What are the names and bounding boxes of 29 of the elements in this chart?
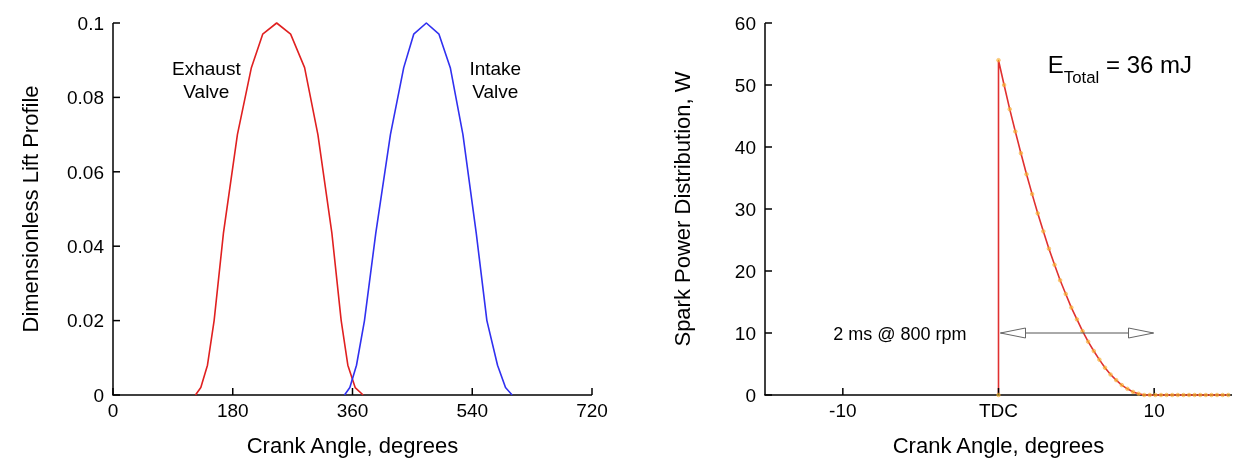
y-tick-label: 0.08 [67,87,104,109]
y-tick-label: 0.02 [67,310,104,332]
y-tick-label: 0 [93,384,104,406]
y-tick-label: 0.04 [67,235,105,257]
y-axis-title: Spark Power Distribution, W [669,71,695,347]
y-tick-label: 0 [745,384,756,406]
x-tick-label: 180 [216,400,249,422]
y-tick-label: 0.1 [77,12,104,34]
y-axis-title: Dimensionless Lift Profile [17,85,43,333]
y-tick-label: 60 [734,12,756,34]
x-tick-label: 0 [107,400,119,422]
x-tick-label: 540 [456,400,489,422]
y-tick-label: 30 [734,198,756,220]
x-axis-title: Crank Angle, degrees [892,433,1105,458]
y-tick-label: 0.06 [67,161,104,183]
y-tick-label: 40 [734,136,756,158]
y-tick-label: 10 [734,322,756,344]
x-tick-label: 720 [576,400,608,422]
x-tick-label: 360 [336,400,369,422]
annotation: 2 ms @ 800 rpm [833,324,967,344]
series-label: Exhaust Valve [172,57,242,102]
x-tick-label: 10 [1143,400,1165,422]
x-axis-title: Crank Angle, degrees [246,433,459,458]
y-tick-label: 20 [734,260,756,282]
x-tick-label: TDC [978,400,1019,422]
x-tick-label: -10 [829,400,857,422]
annotation: E$_{Total}$ = 36 mJ [1047,51,1192,87]
series-label: Intake Valve [469,57,522,102]
y-tick-label: 50 [734,74,756,96]
